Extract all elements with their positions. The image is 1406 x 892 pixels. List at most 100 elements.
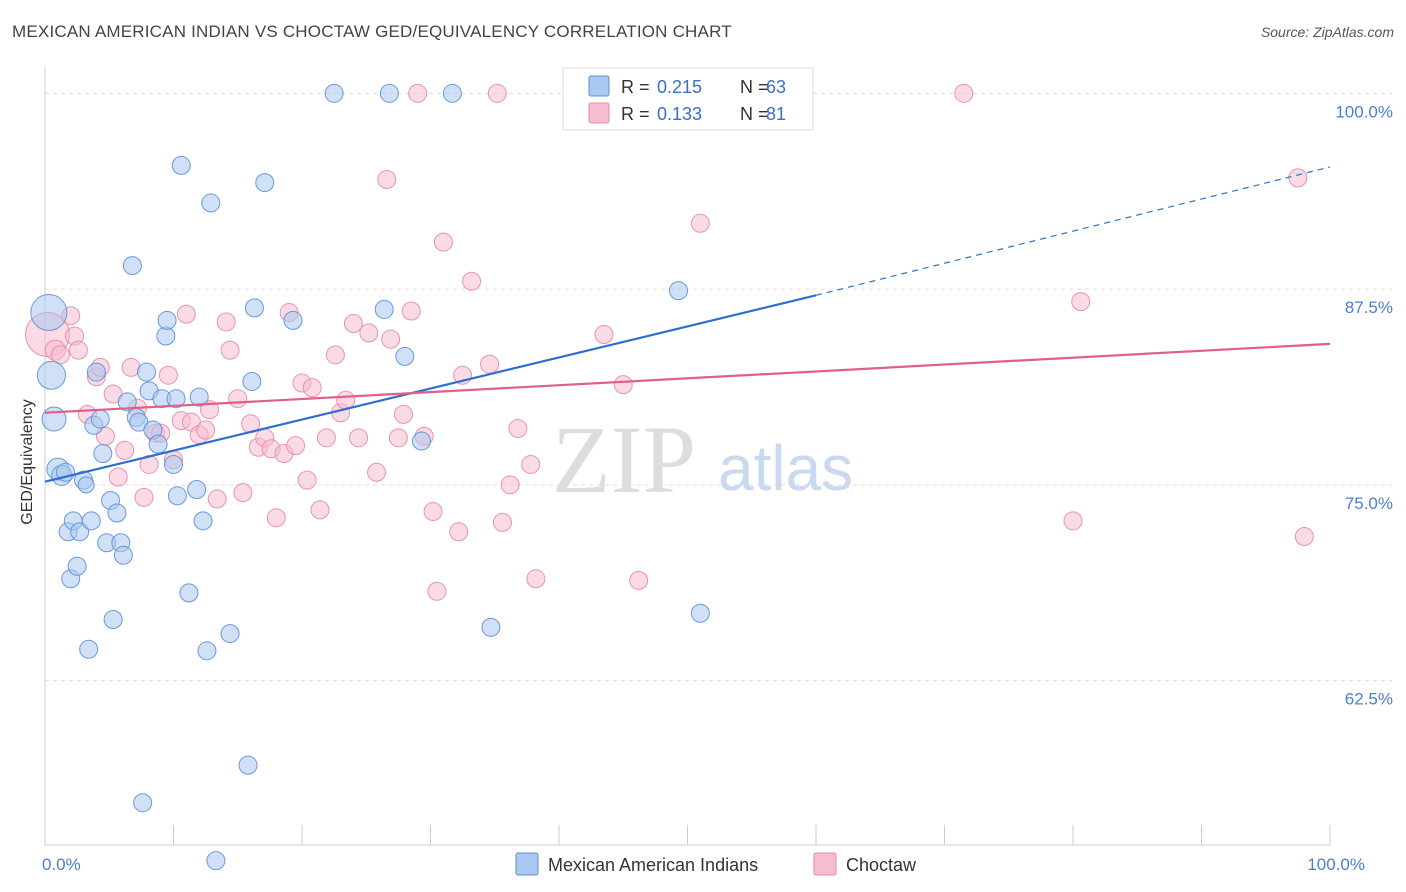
choctaw-point [207,489,227,509]
watermark-atlas-text: atlas [718,432,853,504]
choctaw-trendline [44,342,1331,414]
mexican-american-indian-point [70,522,90,542]
mexican-american-indian-point [255,173,275,193]
mexican-american-indian-point [193,511,213,531]
mexican-american-indian-point [189,387,209,407]
mexican-american-indian-point [41,406,67,432]
mexican-american-indian-points [30,83,710,871]
mexican-american-indian-point [481,617,501,637]
watermark-zip-text: ZIP [552,406,696,513]
choctaw-point [196,420,216,440]
mexican-american-indian-point [81,511,101,531]
legend-r-label-1: R = [621,77,650,97]
choctaw-point [349,428,369,448]
mexican-american-indian-point [122,256,142,276]
choctaw-point [508,418,528,438]
mexican-american-indian-point [157,310,177,330]
legend-n-label-1: N = [740,77,769,97]
mexican-american-indian-point [79,639,99,659]
choctaw-point [68,340,88,360]
mexican-american-indian-point [117,392,137,412]
y-axis-label: GED/Equivalency [19,399,36,524]
choctaw-point [462,271,482,291]
mexican-american-indian-point [197,641,217,661]
bottom-legend-swatch-blue [515,852,539,876]
mexican-american-indian-point [283,310,303,330]
legend-n-value-2: 81 [766,104,786,124]
mexican-american-indian-point [690,603,710,623]
mexican-american-indian-point [242,371,262,391]
choctaw-point [325,345,345,365]
mexican-american-indian-point [86,362,106,382]
mexican-american-indian-point [36,360,66,390]
mexican-american-indian-point [90,409,110,429]
choctaw-point [1063,511,1083,531]
choctaw-point [954,83,974,103]
y-tick-label: 87.5% [1345,298,1393,317]
choctaw-point [158,365,178,385]
legend-n-label-2: N = [740,104,769,124]
choctaw-point [176,304,196,324]
mexican-american-indian-point [244,298,264,318]
choctaw-point [302,378,322,398]
mexican-american-indian-point [206,851,226,871]
source-label: Source: ZipAtlas.com [1260,24,1394,40]
choctaw-point [286,436,306,456]
chart-title: MEXICAN AMERICAN INDIAN VS CHOCTAW GED/E… [12,22,732,41]
legend-n-value-1: 63 [766,77,786,97]
legend-r-label-2: R = [621,104,650,124]
mexican-american-indian-point [379,83,399,103]
choctaw-point [233,483,253,503]
choctaw-point [316,428,336,448]
choctaw-point [449,522,469,542]
mexican-american-indian-point [166,389,186,409]
mexican-american-indian-point [187,480,207,500]
choctaw-point [377,169,397,189]
x-tick-label: 100.0% [1307,855,1365,874]
choctaw-point [690,213,710,233]
mexican-american-indian-point [395,346,415,366]
choctaw-point [216,312,236,332]
mexican-american-indian-point [412,431,432,451]
choctaw-point [228,389,248,409]
mexican-american-indian-point [179,583,199,603]
mexican-american-indian-point [374,299,394,319]
mexican-american-indian-point [324,83,344,103]
mexican-american-indian-point [167,486,187,506]
choctaw-point [526,569,546,589]
choctaw-point [401,301,421,321]
choctaw-point [521,454,541,474]
choctaw-point [1288,168,1308,188]
choctaw-point [134,487,154,507]
mexican-american-indian-point [164,454,183,474]
mexican-american-indian-point [171,155,191,175]
legend-r-value-1: 0.215 [657,77,702,97]
choctaw-point [108,467,128,487]
choctaw-point [423,501,443,521]
mexican-american-indian-trendline [44,294,817,483]
choctaw-point [629,570,649,590]
watermark: ZIP atlas [552,406,853,513]
choctaw-point [367,462,387,482]
y-tick-label: 75.0% [1345,494,1393,513]
choctaw-point [427,581,447,601]
choctaw-point [487,83,507,103]
choctaw-point [310,500,330,520]
mexican-american-indian-point [201,193,221,213]
choctaw-point [408,83,428,103]
choctaw-point [266,508,286,528]
choctaw-point [500,475,520,495]
mexican-american-indian-point [442,83,462,103]
mexican-american-indian-point [93,444,113,463]
mexican-american-indian-point [77,476,95,494]
choctaw-point [388,428,408,448]
tick-labels: 62.5% 75.0% 87.5% 100.0% 0.0% 100.0% [42,102,1393,874]
legend-swatch-pink [588,102,610,124]
choctaw-point [1294,526,1314,546]
choctaw-point [394,404,414,424]
mexican-american-indian-point [148,434,168,454]
top-legend: R = 0.215 N = 63 R = 0.133 N = 81 [562,67,814,131]
choctaw-point [359,323,379,343]
trend-lines [44,166,1331,483]
